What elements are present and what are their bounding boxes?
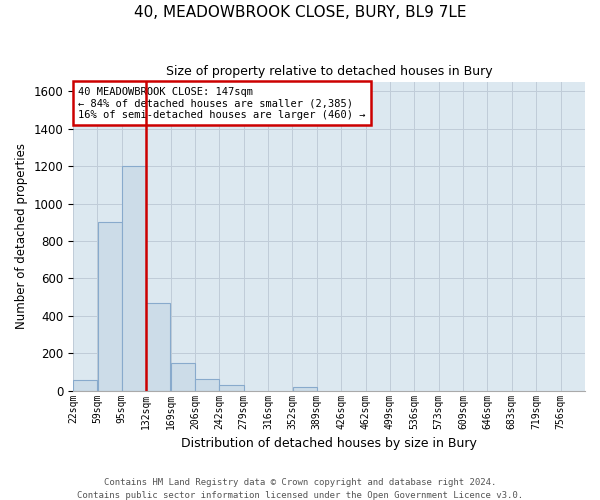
Bar [98,222,122,390]
Text: Contains HM Land Registry data © Crown copyright and database right 2024.
Contai: Contains HM Land Registry data © Crown c… [77,478,523,500]
Bar [146,302,170,390]
Bar [220,385,244,390]
Bar [195,380,219,390]
X-axis label: Distribution of detached houses by size in Bury: Distribution of detached houses by size … [181,437,477,450]
Title: Size of property relative to detached houses in Bury: Size of property relative to detached ho… [166,65,493,78]
Text: 40 MEADOWBROOK CLOSE: 147sqm
← 84% of detached houses are smaller (2,385)
16% of: 40 MEADOWBROOK CLOSE: 147sqm ← 84% of de… [78,86,365,120]
Bar [122,166,146,390]
Bar [73,380,97,390]
Y-axis label: Number of detached properties: Number of detached properties [15,144,28,330]
Bar [293,387,317,390]
Text: 40, MEADOWBROOK CLOSE, BURY, BL9 7LE: 40, MEADOWBROOK CLOSE, BURY, BL9 7LE [134,5,466,20]
Bar [171,362,195,390]
